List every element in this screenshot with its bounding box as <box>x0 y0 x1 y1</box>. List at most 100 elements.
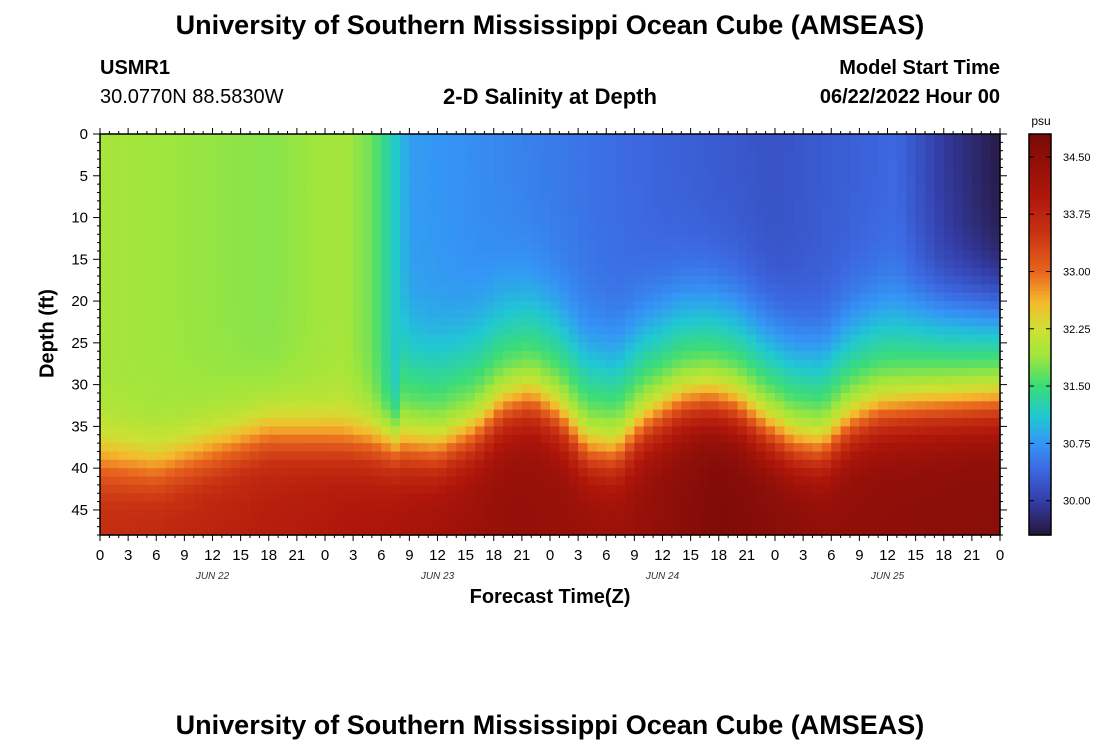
heatmap-cell <box>943 493 954 503</box>
heatmap-cell <box>568 376 579 386</box>
heatmap-cell <box>231 301 242 311</box>
heatmap-cell <box>390 459 401 469</box>
heatmap-cell <box>268 142 279 152</box>
heatmap-cell <box>775 484 785 494</box>
heatmap-cell <box>446 259 457 269</box>
heatmap-cell <box>840 459 851 469</box>
heatmap-cell <box>568 459 579 469</box>
heatmap-cell <box>503 493 514 503</box>
heatmap-cell <box>634 409 645 419</box>
heatmap-cell <box>550 476 560 486</box>
heatmap-cell <box>175 267 185 277</box>
heatmap-cell <box>146 334 157 344</box>
heatmap-cell <box>671 351 682 361</box>
heatmap-cell <box>681 159 692 169</box>
heatmap-cell <box>475 359 485 369</box>
heatmap-cell <box>681 401 692 411</box>
heatmap-cell <box>887 209 898 219</box>
heatmap-cell <box>943 501 954 511</box>
heatmap-cell <box>765 284 776 294</box>
heatmap-cell <box>456 217 467 227</box>
x-tick-label: 18 <box>710 547 727 564</box>
heatmap-cell <box>221 292 232 302</box>
heatmap-cell <box>840 401 851 411</box>
heatmap-cell <box>812 426 823 436</box>
heatmap-cell <box>362 209 373 219</box>
heatmap-cell <box>418 392 429 402</box>
heatmap-cell <box>390 526 401 536</box>
heatmap-cell <box>850 142 860 152</box>
heatmap-cell <box>671 242 682 252</box>
heatmap-cell <box>868 234 879 244</box>
heatmap-cell <box>100 459 110 469</box>
heatmap-cell <box>568 284 579 294</box>
heatmap-cell <box>859 434 870 444</box>
y-tick-label: 15 <box>71 251 88 268</box>
heatmap-cell <box>221 401 232 411</box>
heatmap-cell <box>165 526 176 536</box>
heatmap-cell <box>887 175 898 185</box>
heatmap-cell <box>821 359 832 369</box>
heatmap-cell <box>700 509 710 519</box>
heatmap-cell <box>906 468 917 478</box>
heatmap-cell <box>212 476 223 486</box>
heatmap-cell <box>775 334 785 344</box>
heatmap-cell <box>606 142 617 152</box>
heatmap-cell <box>428 284 439 294</box>
heatmap-cell <box>578 518 589 528</box>
heatmap-cell <box>278 459 289 469</box>
heatmap-cell <box>362 334 373 344</box>
heatmap-cell <box>737 134 748 143</box>
heatmap-cell <box>906 351 917 361</box>
heatmap-cell <box>212 443 223 453</box>
heatmap-cell <box>821 242 832 252</box>
heatmap-cell <box>437 142 448 152</box>
heatmap-cell <box>184 476 195 486</box>
heatmap-cell <box>109 376 120 386</box>
heatmap-cell <box>943 418 954 427</box>
heatmap-cell <box>296 434 307 444</box>
heatmap-cell <box>287 276 298 285</box>
heatmap-cell <box>831 292 842 302</box>
heatmap-cell <box>962 501 973 511</box>
heatmap-cell <box>896 501 907 511</box>
heatmap-cell <box>287 501 298 511</box>
heatmap-cell <box>840 301 851 311</box>
heatmap-cell <box>278 200 289 210</box>
heatmap-cell <box>700 200 710 210</box>
heatmap-cell <box>681 409 692 419</box>
heatmap-cell <box>671 367 682 377</box>
heatmap-cell <box>484 134 495 143</box>
heatmap-cell <box>353 418 364 427</box>
heatmap-cell <box>531 443 542 453</box>
heatmap-cell <box>859 384 870 394</box>
heatmap-cell <box>653 493 664 503</box>
heatmap-cell <box>381 468 392 478</box>
heatmap-cell <box>278 276 289 285</box>
heatmap-cell <box>700 309 710 319</box>
heatmap-cell <box>559 326 570 336</box>
heatmap-cell <box>756 200 767 210</box>
heatmap-cell <box>756 284 767 294</box>
heatmap-cell <box>268 134 279 143</box>
heatmap-cell <box>315 142 326 152</box>
heatmap-cell <box>868 434 879 444</box>
heatmap-cell <box>990 518 1001 528</box>
heatmap-cell <box>343 359 354 369</box>
heatmap-cell <box>887 267 898 277</box>
heatmap-cell <box>709 292 720 302</box>
heatmap-cell <box>409 509 420 519</box>
heatmap-cell <box>625 376 635 386</box>
heatmap-cell <box>765 468 776 478</box>
heatmap-cell <box>465 234 476 244</box>
heatmap-cell <box>606 225 617 235</box>
heatmap-cell <box>118 301 129 311</box>
heatmap-cell <box>100 225 110 235</box>
heatmap-cell <box>709 242 720 252</box>
heatmap-cell <box>128 392 139 402</box>
heatmap-cell <box>390 342 401 352</box>
heatmap-cell <box>812 342 823 352</box>
heatmap-cell <box>831 376 842 386</box>
heatmap-cell <box>146 392 157 402</box>
heatmap-cell <box>128 225 139 235</box>
